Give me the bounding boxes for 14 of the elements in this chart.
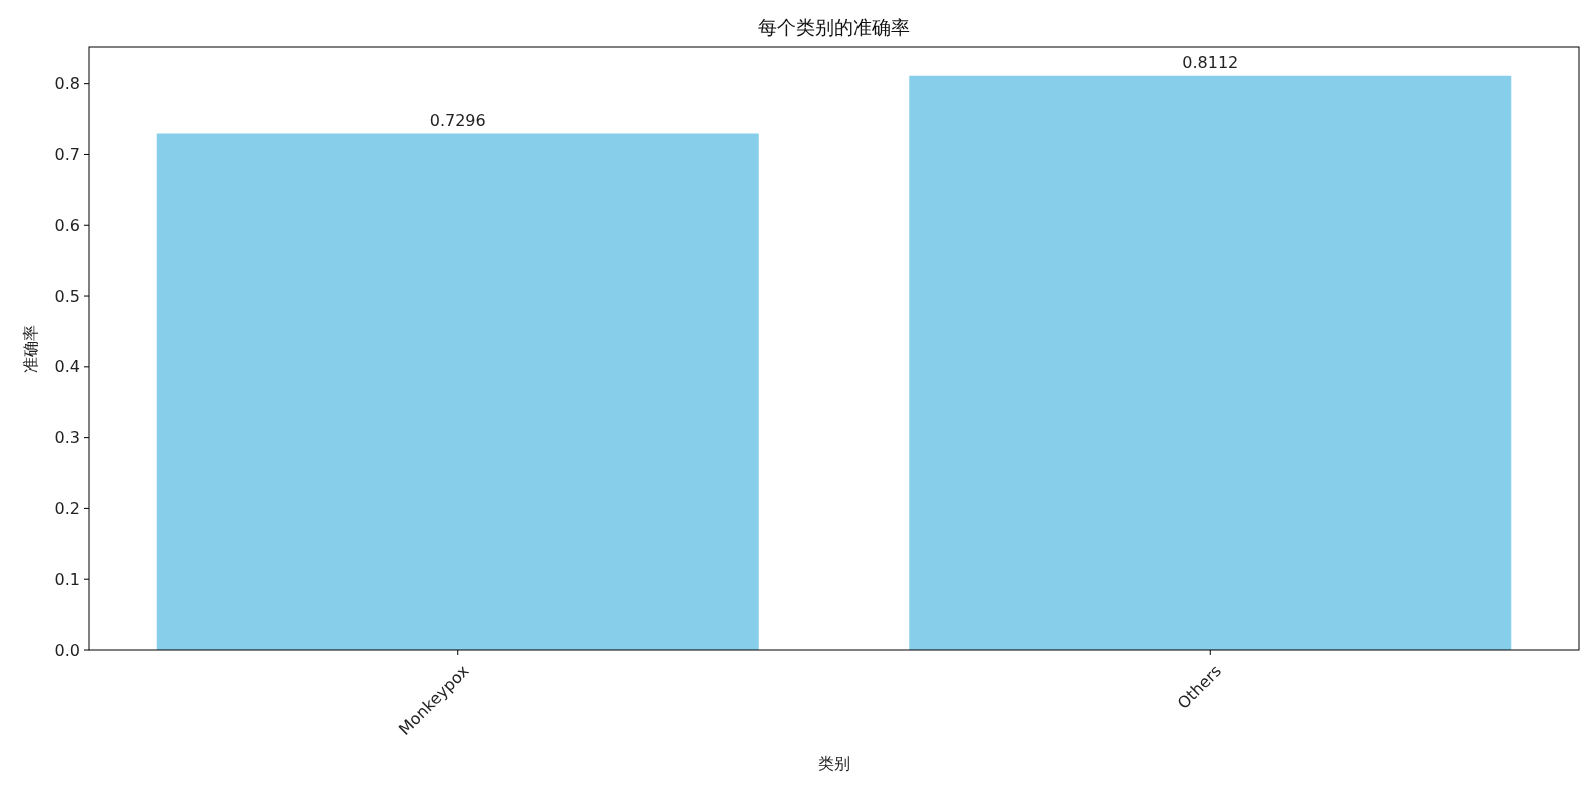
y-tick-label: 0.7 xyxy=(54,145,80,165)
y-axis-title: 准确率 xyxy=(21,324,40,373)
y-tick-label: 0.5 xyxy=(54,286,80,306)
y-tick-label: 0.3 xyxy=(54,428,80,448)
y-tick-label: 0.0 xyxy=(54,640,80,660)
y-tick-label: 0.4 xyxy=(54,357,80,377)
data-label: 0.8112 xyxy=(1182,52,1239,72)
y-tick-label: 0.2 xyxy=(54,499,80,519)
y-tick-label: 0.6 xyxy=(54,215,80,235)
chart-title: 每个类别的准确率 xyxy=(758,16,910,38)
x-axis-title: 类别 xyxy=(818,754,850,773)
y-tick-label: 0.8 xyxy=(54,74,80,94)
y-tick-label: 0.1 xyxy=(54,569,80,589)
data-label: 0.7296 xyxy=(429,110,486,130)
